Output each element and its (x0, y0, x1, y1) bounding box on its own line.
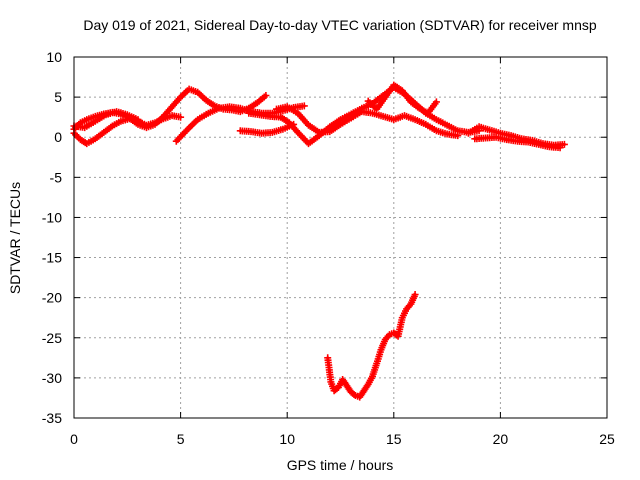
data-point-marker (177, 113, 185, 121)
tick-labels: 0 5 10 15 20 25 10 5 0 -5 -10 -15 -20 -25 -30 -35 (42, 49, 615, 447)
data-point-marker (411, 291, 419, 298)
chart-title: Day 019 of 2021, Sidereal Day-to-day VTE… (83, 17, 596, 33)
x-tick-label: 25 (599, 431, 615, 447)
data-point-marker (134, 116, 142, 124)
data-point-marker (560, 140, 568, 148)
y-tick-label: 10 (46, 49, 62, 65)
data-series (70, 81, 568, 401)
x-tick-label: 5 (177, 431, 185, 447)
data-point-marker (556, 144, 564, 152)
y-tick-label: 5 (54, 89, 62, 105)
data-point-marker (454, 132, 462, 140)
y-axis-label: SDTVAR / TECUs (7, 182, 23, 294)
series-arc-11 (324, 291, 419, 401)
y-tick-label: -35 (42, 410, 62, 426)
x-tick-label: 15 (386, 431, 402, 447)
x-axis-label: GPS time / hours (287, 457, 394, 473)
y-tick-label: -15 (42, 250, 62, 266)
y-tick-label: -20 (42, 290, 62, 306)
data-point-marker (300, 102, 308, 110)
x-tick-label: 0 (70, 431, 78, 447)
data-point-marker (350, 391, 358, 398)
x-tick-label: 20 (493, 431, 509, 447)
y-tick-label: 0 (54, 129, 62, 145)
y-tick-label: -30 (42, 370, 62, 386)
x-tick-label: 10 (279, 431, 295, 447)
series-arc-8 (364, 81, 440, 117)
series-arc-3 (70, 108, 142, 132)
series-arc-10 (471, 133, 564, 152)
data-point-marker (432, 98, 440, 106)
data-point-marker (262, 92, 270, 99)
y-tick-label: -25 (42, 330, 62, 346)
plot-frame (73, 56, 608, 419)
y-tick-label: -5 (50, 169, 63, 185)
y-tick-label: -10 (42, 209, 62, 225)
